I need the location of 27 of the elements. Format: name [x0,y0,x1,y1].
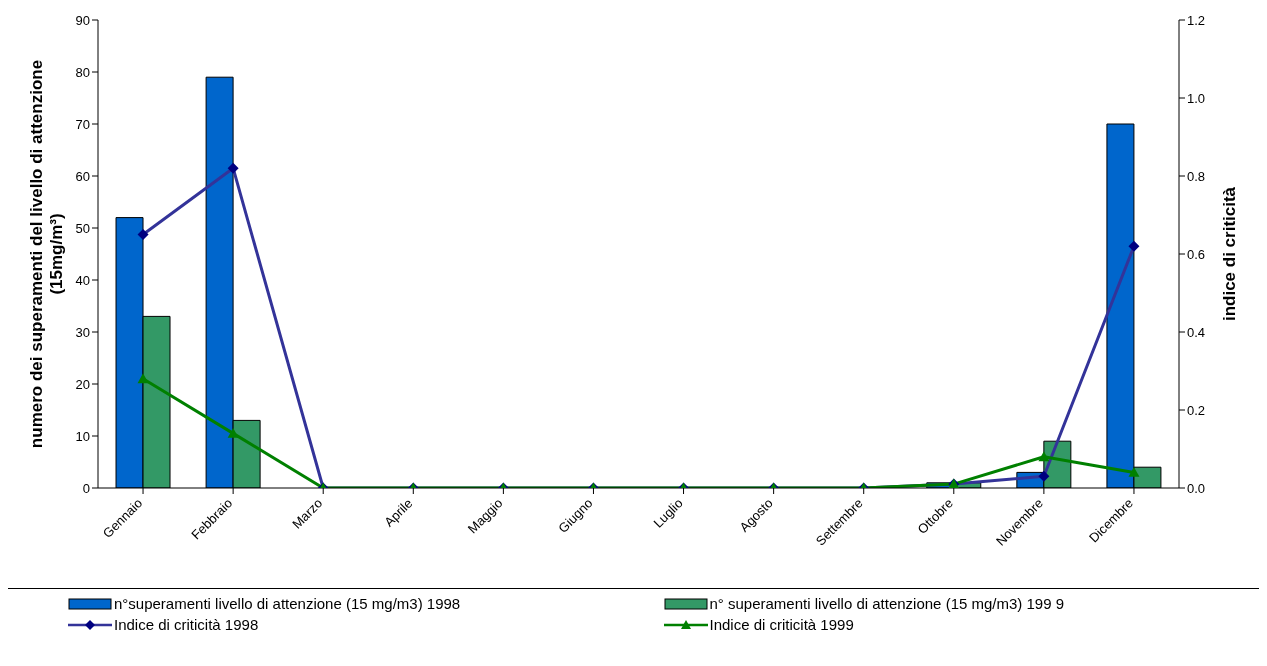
y2-tick-label: 0.4 [1187,324,1206,340]
y-tick-label: 50 [75,220,90,236]
legend-label: Indice di criticità 1998 [114,616,259,633]
y-tick-label: 10 [75,428,90,444]
y-tick-label: 20 [75,376,90,392]
y2-tick-label: 0.2 [1187,402,1206,418]
y-tick-label: 30 [75,324,90,340]
point [227,427,239,438]
y-tick-label: 70 [75,116,90,132]
y-tick-label: 0 [82,480,90,496]
y2-tick-label: 1.2 [1187,12,1206,28]
legend-label: n° superamenti livello di attenzione (15 mg/m3) 199 9 [709,595,1065,612]
point [1128,466,1140,477]
y2-axis-title: indice di criticità [1220,186,1239,322]
y2-tick-label: 1.0 [1187,90,1206,106]
y2-tick-label: 0.0 [1187,480,1206,496]
y2-tick-label: 0.6 [1187,246,1206,262]
point [1038,451,1050,462]
legend-label: Indice di criticità 1999 [709,616,854,633]
y-tick-label: 90 [75,12,90,28]
y2-tick-label: 0.8 [1187,168,1206,184]
y-tick-label: 80 [75,64,90,80]
y-tick-label: 60 [75,168,90,184]
legend-label: n°superamenti livello di attenzione (15 mg/m3) 1998 [114,595,461,612]
point [137,373,149,384]
y-tick-label: 40 [75,272,90,288]
y-axis-title: numero dei superamenti del livello di attenzione (15mg/m³) [27,59,66,449]
